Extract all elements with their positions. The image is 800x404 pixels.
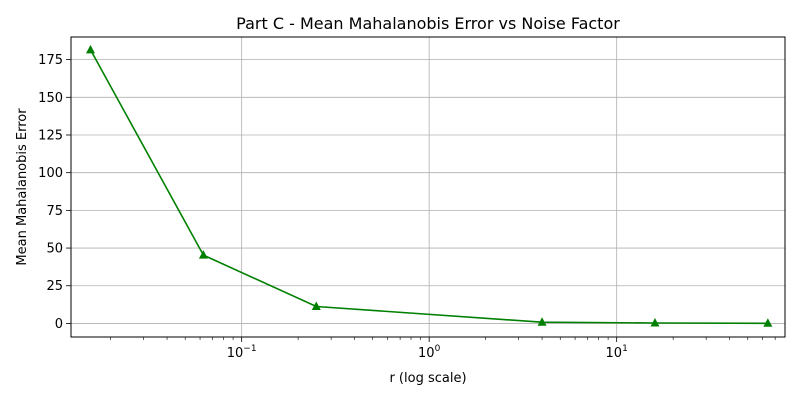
data-point-marker (537, 317, 547, 326)
chart-title: Part C - Mean Mahalanobis Error vs Noise… (236, 14, 620, 33)
y-tick-label: 150 (38, 91, 63, 106)
series-line (89, 49, 768, 325)
plot-frame (70, 36, 786, 338)
y-tick-label: 100 (38, 166, 63, 181)
y-tick-label: 0 (55, 317, 63, 332)
data-point-marker (650, 317, 660, 327)
grid (71, 37, 785, 337)
y-axis-label: Mean Mahalanobis Error (15, 108, 30, 266)
y-tick-label: 75 (46, 204, 63, 219)
x-axis-ticks: 10−1 100 101 (110, 337, 776, 361)
data-point-marker (311, 301, 321, 311)
data-point-marker (763, 318, 773, 327)
y-axis-ticks: 0 25 50 75 100 125 150 175 (38, 53, 71, 332)
series-layer (85, 44, 773, 327)
data-point-marker (85, 44, 95, 54)
x-tick-label: 10−1 (227, 344, 257, 361)
x-tick-label: 100 (418, 344, 441, 361)
x-tick-label: 101 (606, 344, 628, 361)
y-tick-label: 125 (38, 128, 63, 143)
y-tick-label: 25 (46, 279, 63, 294)
data-point-marker (198, 250, 208, 259)
y-tick-label: 175 (38, 53, 63, 68)
y-tick-label: 50 (46, 242, 63, 257)
x-axis-label: r (log scale) (389, 371, 466, 386)
